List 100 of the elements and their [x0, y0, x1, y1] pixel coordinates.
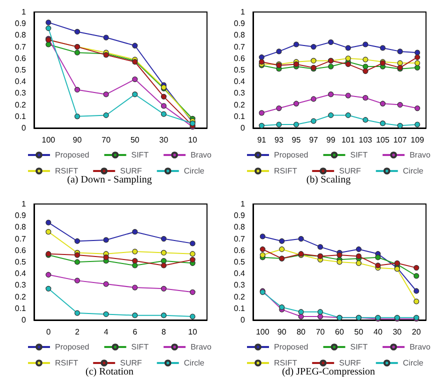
y-tick-label: 0.4 [14, 77, 27, 86]
x-tick-label: 10 [188, 328, 198, 336]
x-tick-label: 70 [316, 328, 326, 336]
y-tick-label: 0.7 [234, 234, 246, 244]
legend-label: Circle [184, 358, 205, 368]
y-tick-label: 0.1 [14, 304, 27, 313]
y-tick-label: 0.7 [14, 234, 27, 244]
x-tick-label: 109 [410, 136, 425, 144]
y-tick-label: 0.9 [14, 211, 27, 220]
y-tick-label: 0 [22, 316, 27, 324]
text: (b) Scaling [306, 174, 351, 186]
x-tick-label: 0 [46, 328, 52, 336]
y-tick-label: 0.8 [234, 30, 246, 40]
y-tick-label: 0.4 [234, 77, 246, 86]
x-tick-label: 103 [358, 136, 373, 144]
x-tick-label: 4 [104, 328, 109, 336]
y-tick-label: 1 [22, 200, 27, 208]
y-tick-label: 0.5 [234, 258, 246, 266]
legend-label: RSIFT [274, 166, 298, 176]
y-tick-label: 1 [240, 200, 246, 208]
y-tick-label: 0.3 [234, 280, 246, 290]
legend-label: Circle [402, 166, 424, 176]
y-tick-label: 0.5 [14, 258, 27, 266]
x-tick-label: 101 [341, 136, 356, 144]
x-tick-label: 8 [162, 328, 167, 336]
y-tick-label: 0.8 [234, 222, 246, 232]
y-tick-label: 0.9 [234, 211, 246, 220]
y-tick-label: 0.2 [14, 100, 27, 110]
legend-label: Bravo [190, 342, 212, 352]
text: (c) Rotation [85, 366, 134, 378]
y-tick-label: 0.4 [14, 269, 27, 278]
x-tick-label: 95 [292, 136, 302, 144]
x-tick-label: 90 [277, 328, 287, 336]
x-tick-label: 30 [159, 136, 169, 144]
y-tick-label: 0.5 [234, 66, 246, 74]
text: (d) JPEG-Compression [282, 366, 376, 378]
y-tick-label: 0.1 [14, 112, 27, 121]
y-tick-label: 0.5 [14, 66, 27, 74]
y-tick-label: 0.9 [234, 19, 246, 28]
y-tick-label: 0.1 [234, 304, 246, 313]
x-tick-label: 91 [257, 136, 267, 144]
y-tick-label: 0.3 [234, 88, 246, 98]
y-tick-label: 0 [240, 316, 246, 324]
legend-label: SIFT [350, 150, 368, 160]
x-tick-label: 40 [373, 328, 383, 336]
legend-label: SIFT [350, 342, 368, 352]
y-tick-label: 1 [240, 8, 246, 16]
y-tick-label: 1 [22, 8, 27, 16]
x-tick-label: 93 [274, 136, 284, 144]
y-tick-label: 0.7 [14, 42, 27, 52]
x-tick-label: 105 [376, 136, 390, 144]
x-tick-label: 10 [188, 136, 198, 144]
x-tick-label: 50 [130, 136, 140, 144]
y-tick-label: 0.2 [14, 292, 27, 302]
x-tick-label: 20 [412, 328, 422, 336]
x-tick-label: 70 [102, 136, 112, 144]
legend-label: Proposed [55, 150, 90, 160]
y-tick-label: 0.6 [234, 246, 246, 255]
legend-label: SURF [339, 358, 361, 368]
x-tick-label: 97 [309, 136, 319, 144]
y-tick-label: 0.2 [234, 292, 246, 302]
y-tick-label: 0.1 [234, 112, 246, 121]
y-tick-label: 0.8 [14, 222, 27, 232]
x-tick-label: 60 [335, 328, 344, 336]
x-tick-label: 100 [256, 328, 270, 336]
legend-label: RSIFT [55, 358, 78, 368]
x-tick-label: 2 [75, 328, 80, 336]
legend-label: Proposed [274, 342, 308, 352]
legend-label: RSIFT [274, 358, 298, 368]
y-tick-label: 0 [240, 124, 246, 132]
legend-label: Proposed [274, 150, 308, 160]
legend-label: Proposed [55, 342, 90, 352]
legend-label: Circle [184, 166, 205, 176]
legend-label: Bravo [190, 150, 212, 160]
y-tick-label: 0.6 [14, 54, 27, 63]
y-tick-label: 0.2 [234, 100, 246, 110]
legend-label: SURF [120, 358, 142, 368]
legend-label: Circle [402, 358, 424, 368]
y-tick-label: 0.6 [234, 54, 246, 63]
x-tick-label: 80 [296, 328, 306, 336]
y-tick-label: 0 [22, 124, 27, 132]
legend-label: RSIFT [55, 166, 78, 176]
y-tick-label: 0.9 [14, 19, 27, 28]
y-tick-label: 0.7 [234, 42, 246, 52]
x-tick-label: 99 [326, 136, 336, 144]
x-tick-label: 6 [132, 328, 138, 336]
x-tick-label: 90 [72, 136, 82, 144]
y-tick-label: 0.4 [234, 269, 246, 278]
x-tick-label: 107 [393, 136, 408, 144]
legend-label: SIFT [131, 150, 149, 160]
y-tick-label: 0.6 [14, 246, 27, 255]
legend-label: SURF [120, 166, 142, 176]
legend-label: SURF [339, 166, 361, 176]
text: (a) Down - Sampling [67, 174, 152, 186]
x-tick-label: 100 [42, 136, 56, 144]
y-tick-label: 0.3 [14, 88, 27, 98]
y-tick-label: 0.3 [14, 280, 27, 290]
legend-label: Bravo [410, 342, 432, 352]
legend-label: Bravo [410, 150, 432, 160]
x-tick-label: 50 [354, 328, 364, 336]
